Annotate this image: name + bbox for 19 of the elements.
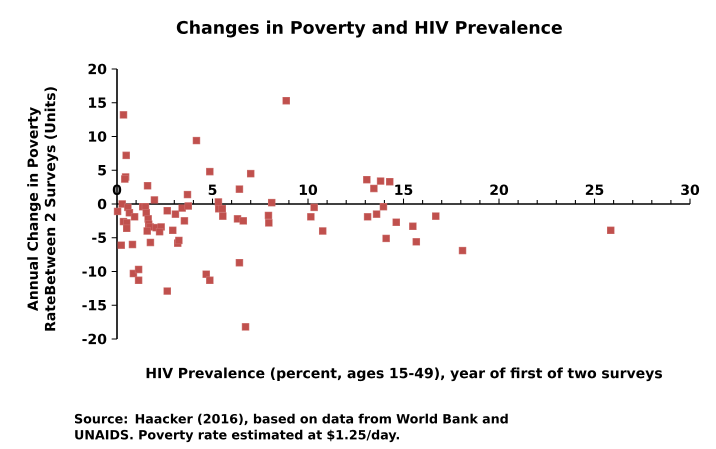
x-tick-label: 10 <box>300 184 318 196</box>
y-tick-label: 20 <box>88 64 106 74</box>
y-tick-label: 10 <box>89 131 106 142</box>
y-axis-title: Annual Change in Poverty RateBetween 2 Surveys (Units) <box>27 87 58 331</box>
y-tick-label: -5 <box>92 232 106 243</box>
y-tick-label: -10 <box>82 266 106 277</box>
y-tick-label: 15 <box>89 98 106 108</box>
x-axis-title: HIV Prevalence (percent, ages 15-49), year of first of two surveys <box>146 368 662 382</box>
y-tick-label: -20 <box>82 334 106 344</box>
x-tick-label: 5 <box>208 184 216 196</box>
y-tick-label: -15 <box>82 300 106 310</box>
x-tick-label: 20 <box>490 184 508 196</box>
x-tick-label: 30 <box>681 184 700 196</box>
y-tick-label: 0 <box>98 198 106 210</box>
chart-title: Changes in Poverty and HIV Prevalence <box>176 20 562 38</box>
source-note: Source: Haacker (2016), based on data from World Bank and UNAIDS. Poverty rate estimated at $1.25/day. <box>74 414 508 442</box>
x-tick-label: 25 <box>586 184 604 196</box>
y-tick-label: 5 <box>98 165 106 176</box>
x-tick-label: 15 <box>395 184 412 196</box>
